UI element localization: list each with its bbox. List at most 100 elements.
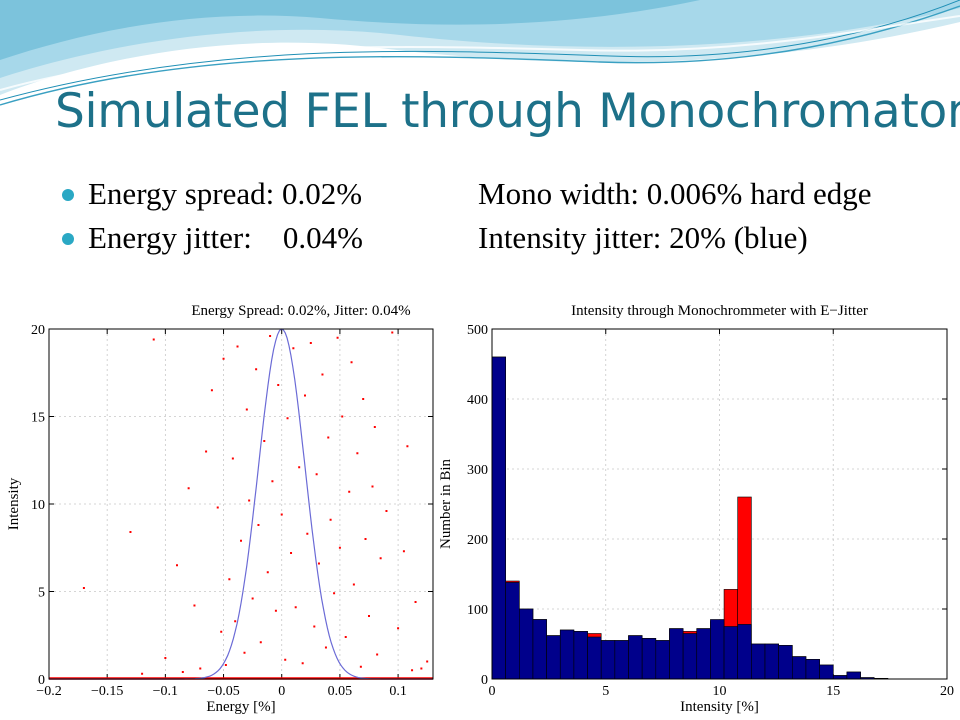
x-tick-label: −0.15 (91, 684, 123, 699)
bullet-right-text: Mono width: 0.006% hard edge (478, 176, 872, 211)
scatter-point (350, 361, 353, 364)
scatter-point (294, 606, 297, 609)
bullet-left-text: Energy jitter: 0.04% (88, 220, 363, 255)
scatter-point (359, 665, 362, 668)
histogram-bar (819, 664, 834, 680)
scatter-point (292, 347, 295, 350)
scatter-point (277, 384, 280, 386)
scatter-point (82, 587, 85, 589)
scatter-point (329, 518, 332, 521)
scatter-point (240, 539, 242, 542)
y-tick-label: 500 (467, 323, 488, 338)
scatter-point (385, 510, 388, 512)
scatter-point (181, 671, 184, 673)
scatter-point (152, 338, 155, 341)
histogram-bar (655, 640, 670, 680)
scatter-point (234, 620, 237, 623)
scatter-point (257, 524, 260, 526)
wave-band-mid (0, 0, 960, 78)
wave-band-dark (0, 0, 700, 60)
histogram-bar (682, 633, 698, 680)
y-tick-label: 0 (481, 673, 488, 688)
scatter-point (356, 452, 359, 455)
y-tick-label: 300 (467, 463, 488, 478)
y-tick-label: 0 (38, 673, 45, 688)
bullet-dot-icon (62, 233, 74, 245)
histogram-bar (546, 635, 561, 680)
histogram-bar (641, 638, 657, 680)
scatter-point (301, 662, 304, 665)
histogram-bar (696, 628, 711, 680)
scatter-point (199, 667, 202, 670)
scatter-point (306, 532, 309, 535)
scatter-point (231, 457, 234, 460)
scatter-point (338, 546, 341, 549)
scatter-point (414, 601, 417, 603)
histogram-bar (832, 675, 848, 680)
scatter-point (210, 389, 213, 392)
scatter-point (193, 604, 196, 607)
scatter-point (266, 571, 269, 574)
scatter-point (313, 625, 316, 628)
histogram-bar (710, 619, 725, 680)
histogram-bar (573, 631, 588, 680)
x-tick-label: 10 (713, 684, 727, 699)
histogram-bar (587, 636, 602, 680)
scatter-point (373, 426, 376, 428)
scatter-point (406, 445, 409, 448)
bullet-right-text: Intensity jitter: 20% (blue) (478, 220, 808, 255)
scatter-point (243, 651, 246, 654)
scatter-point (426, 660, 429, 663)
scatter-point (317, 562, 320, 565)
scatter-point (286, 417, 289, 420)
histogram-bar (532, 619, 547, 680)
scatter-point (176, 564, 178, 567)
chart-title: Energy Spread: 0.02%, Jitter: 0.04% (191, 303, 410, 319)
wave-line-1 (0, 5, 960, 106)
plot-frame (48, 328, 434, 680)
scatter-point (187, 487, 190, 490)
y-tick-label: 200 (467, 533, 488, 548)
histogram-bar (628, 635, 643, 680)
scatter-point (280, 513, 283, 516)
scatter-point (248, 499, 251, 502)
histogram-bar (751, 643, 766, 680)
scatter-point (327, 436, 330, 439)
scatter-point (224, 664, 227, 666)
x-axis-label: Intensity [%] (680, 699, 759, 715)
y-axis-label: Intensity (6, 477, 22, 530)
wave-line-3 (0, 15, 960, 91)
scatter-point (379, 557, 382, 560)
histogram-bar (559, 629, 575, 680)
scatter-point (216, 506, 219, 509)
scatter-point (220, 630, 223, 633)
scatter-point (228, 578, 231, 581)
histogram-bar (600, 640, 616, 680)
histogram-bar (778, 645, 793, 680)
histogram-bar (846, 671, 861, 680)
scatter-point (391, 331, 394, 334)
histogram-bar (737, 624, 752, 680)
scatter-point (304, 394, 306, 397)
x-tick-label: 0 (278, 684, 285, 699)
x-tick-label: −0.2 (36, 684, 61, 699)
x-tick-label: 0 (489, 684, 496, 699)
scatter-point (348, 490, 351, 493)
scatter-point (263, 440, 266, 442)
y-tick-label: 20 (31, 323, 45, 338)
scatter-point (164, 657, 167, 659)
bullet-dot-icon (62, 189, 74, 201)
bullet-left-text: Energy spread: 0.02% (88, 176, 363, 211)
scatter-point (371, 485, 374, 488)
header-waves (0, 0, 960, 106)
scatter-point (255, 368, 258, 371)
x-tick-label: −0.05 (207, 684, 239, 699)
x-tick-label: 5 (602, 684, 609, 699)
bullet-item: Energy spread: 0.02% Mono width: 0.006% … (62, 176, 960, 220)
scatter-point (236, 345, 239, 348)
scatter-point (368, 615, 370, 617)
y-tick-label: 15 (31, 411, 45, 426)
scatter-point (364, 538, 367, 540)
scatter-point (333, 592, 336, 595)
